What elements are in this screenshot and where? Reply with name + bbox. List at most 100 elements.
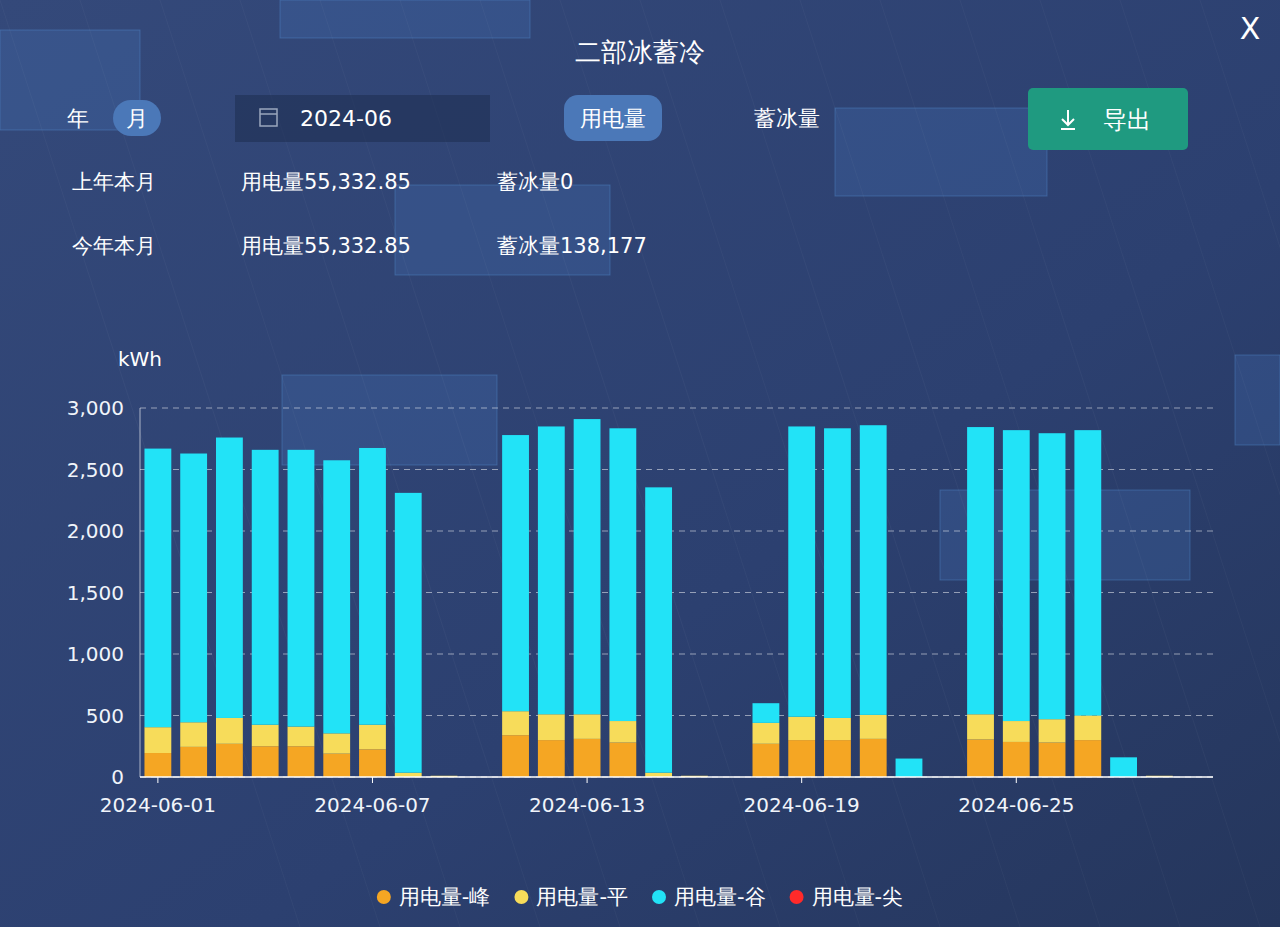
bar-segment bbox=[1146, 775, 1173, 776]
bar-segment bbox=[1146, 775, 1173, 776]
bar-segment bbox=[359, 749, 386, 777]
legend-item: 用电量-平 bbox=[514, 885, 628, 909]
icon-part bbox=[260, 109, 277, 126]
bar-segment bbox=[860, 715, 887, 739]
legend-item: 用电量-尖 bbox=[790, 885, 904, 909]
bar-segment bbox=[967, 427, 994, 428]
bar-segment bbox=[574, 419, 601, 714]
bar-segment bbox=[788, 740, 815, 777]
bar-segment bbox=[860, 425, 887, 426]
x-tick bbox=[1016, 777, 1017, 783]
bar-segment bbox=[180, 747, 207, 777]
bar-segment bbox=[753, 744, 780, 777]
date-box[interactable] bbox=[235, 95, 490, 142]
background-line bbox=[1200, 0, 1280, 927]
bar-segment bbox=[538, 426, 565, 714]
bar-segment bbox=[609, 743, 636, 777]
bar-segment bbox=[502, 711, 529, 735]
bar-segment bbox=[252, 725, 279, 747]
bar-segment bbox=[645, 487, 672, 772]
bar-segment bbox=[359, 725, 386, 750]
bar-segment bbox=[216, 437, 243, 438]
export-button[interactable] bbox=[1028, 88, 1188, 150]
bar-segment bbox=[538, 714, 565, 740]
bar-segment bbox=[824, 718, 851, 740]
metric-tab[interactable]: 蓄冰量 bbox=[754, 106, 820, 131]
background-line bbox=[720, 0, 1020, 927]
bar-segment bbox=[144, 753, 171, 777]
summary-ice: 蓄冰量138,177 bbox=[497, 234, 647, 258]
bar-segment bbox=[252, 450, 279, 725]
title: 二部冰蓄冷 bbox=[575, 37, 705, 67]
legend-swatch bbox=[790, 890, 804, 904]
x-tick-label: 2024-06-13 bbox=[529, 793, 645, 817]
summary-power: 用电量55,332.85 bbox=[241, 234, 411, 258]
legend-label: 用电量-尖 bbox=[812, 885, 904, 909]
bar-segment bbox=[288, 450, 315, 727]
y-tick-label: 2,500 bbox=[67, 458, 124, 482]
tab-active[interactable] bbox=[113, 100, 161, 136]
legend-label: 用电量-峰 bbox=[399, 885, 491, 909]
close-button[interactable]: X bbox=[1240, 11, 1261, 46]
bar-segment bbox=[216, 438, 243, 718]
background-panel bbox=[835, 108, 1047, 196]
date-text[interactable]: 2024-06 bbox=[300, 106, 392, 131]
summary-ice: 蓄冰量0 bbox=[497, 170, 573, 194]
y-axis-title: kWh bbox=[118, 347, 162, 371]
legend-swatch bbox=[652, 890, 666, 904]
x-tick-label: 2024-06-19 bbox=[744, 793, 860, 817]
metric-tab[interactable]: 用电量 bbox=[580, 106, 646, 131]
x-tick bbox=[801, 777, 802, 783]
bar-segment bbox=[252, 449, 279, 450]
bar-segment bbox=[323, 460, 350, 461]
x-axis-line bbox=[140, 776, 1213, 778]
bar-segment bbox=[896, 758, 923, 759]
x-tick bbox=[372, 777, 373, 783]
bar-segment bbox=[502, 435, 529, 436]
legend: 用电量-峰用电量-平 用电量-谷 用电量-尖 bbox=[377, 885, 903, 909]
y-tick-label: 2,000 bbox=[67, 519, 124, 543]
background-line bbox=[640, 0, 940, 927]
bar-segment bbox=[788, 717, 815, 740]
bar-segment bbox=[824, 428, 851, 429]
bar-segment bbox=[359, 447, 386, 448]
bar-segment bbox=[896, 759, 923, 777]
bar-segment bbox=[645, 487, 672, 488]
bar-segment bbox=[1074, 740, 1101, 777]
period-tab[interactable]: 年 bbox=[67, 106, 89, 131]
background-line bbox=[960, 0, 1260, 927]
export-label[interactable]: 导出 bbox=[1103, 106, 1151, 134]
tab-active[interactable] bbox=[564, 95, 662, 141]
background-line bbox=[480, 0, 780, 927]
bar-segment bbox=[1003, 742, 1030, 777]
summary-label: 上年本月 bbox=[72, 170, 156, 194]
background-line bbox=[560, 0, 860, 927]
bar-segment bbox=[824, 428, 851, 718]
bar-segment bbox=[824, 740, 851, 777]
bar-segment bbox=[180, 454, 207, 723]
bar-segment bbox=[1039, 719, 1066, 742]
bar-segment bbox=[1039, 743, 1066, 777]
background-panel bbox=[280, 0, 530, 38]
bar-segment bbox=[1003, 430, 1030, 721]
y-tick-label: 3,000 bbox=[67, 396, 124, 420]
y-axis-line bbox=[140, 408, 141, 777]
bar-segment bbox=[753, 703, 780, 704]
bar-segment bbox=[502, 435, 529, 711]
x-tick-label: 2024-06-25 bbox=[958, 793, 1074, 817]
bar-segment bbox=[144, 727, 171, 753]
grid-line bbox=[140, 408, 1213, 409]
bar-segment bbox=[574, 739, 601, 777]
bar-segment bbox=[860, 425, 887, 715]
period-tab[interactable]: 月 bbox=[126, 106, 148, 131]
bar-segment bbox=[609, 721, 636, 743]
legend-label: 用电量-谷 bbox=[674, 885, 766, 909]
legend-swatch bbox=[377, 890, 391, 904]
legend-item: 用电量-峰 bbox=[377, 885, 491, 909]
bar-segment bbox=[538, 426, 565, 427]
legend-item: 用电量-谷 bbox=[652, 885, 766, 909]
bar-segment bbox=[1110, 757, 1137, 758]
bar-segment bbox=[1074, 716, 1101, 741]
grid-line bbox=[140, 777, 1213, 778]
bar-segment bbox=[180, 722, 207, 747]
